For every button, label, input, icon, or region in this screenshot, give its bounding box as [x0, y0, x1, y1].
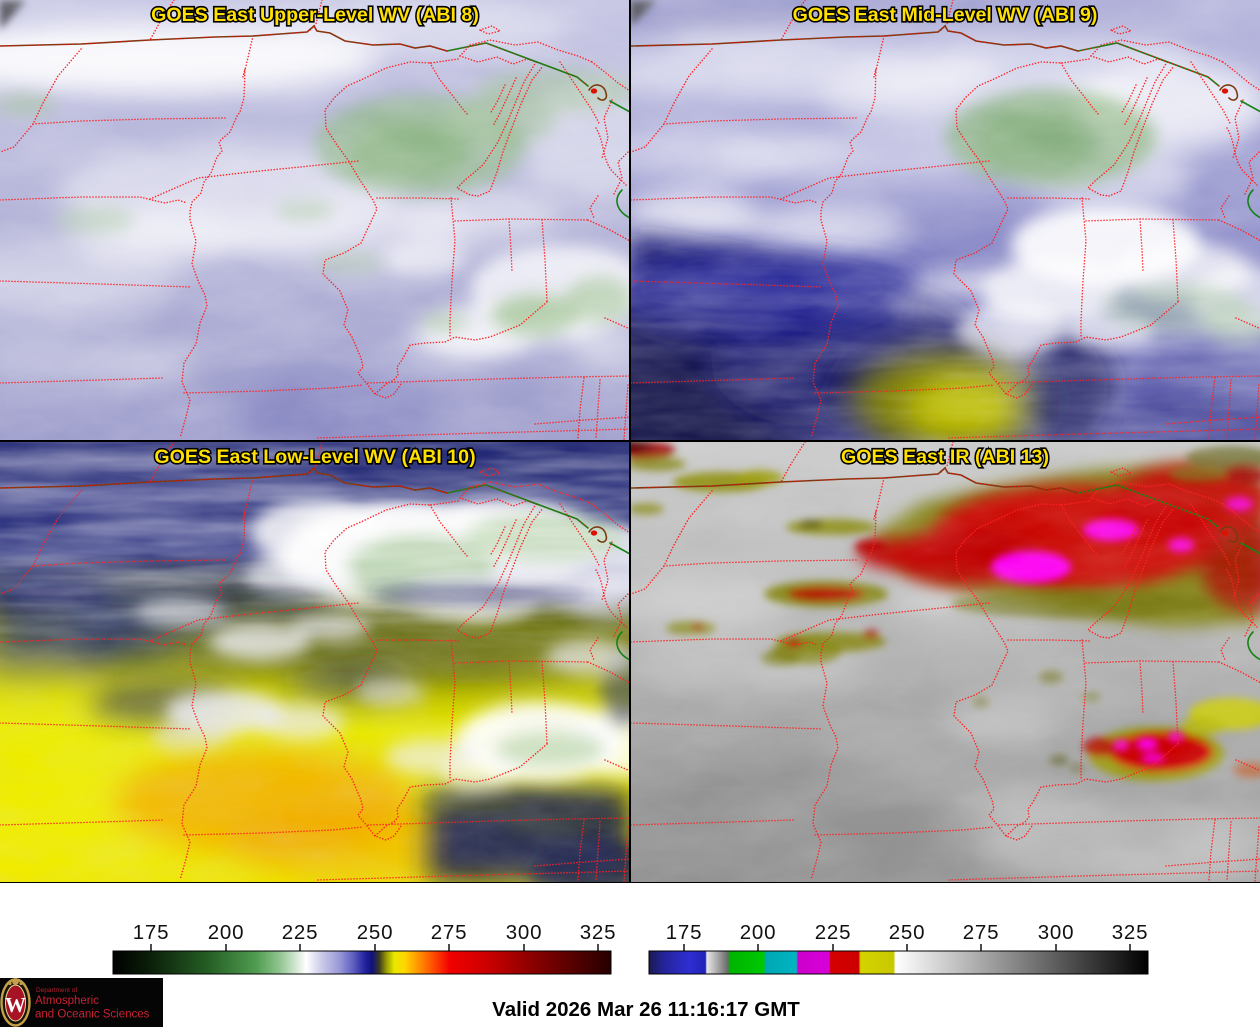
svg-text:175: 175: [133, 921, 170, 944]
svg-text:GOES East Mid-Level WV (ABI 9): GOES East Mid-Level WV (ABI 9): [793, 4, 1098, 26]
svg-text:275: 275: [963, 921, 1000, 944]
svg-text:225: 225: [815, 921, 852, 944]
svg-text:275: 275: [431, 921, 468, 944]
svg-text:Atmospheric: Atmospheric: [35, 995, 99, 1007]
svg-text:GOES East Upper-Level WV (ABI: GOES East Upper-Level WV (ABI 8): [151, 4, 479, 26]
svg-text:W: W: [5, 993, 26, 1017]
svg-text:300: 300: [1038, 921, 1075, 944]
svg-text:175: 175: [666, 921, 703, 944]
svg-text:Valid 2026 Mar 26 11:16:17 GMT: Valid 2026 Mar 26 11:16:17 GMT: [492, 998, 800, 1021]
svg-text:300: 300: [506, 921, 543, 944]
svg-text:325: 325: [1112, 921, 1149, 944]
svg-text:325: 325: [580, 921, 617, 944]
svg-text:GOES East Low-Level WV (ABI 10: GOES East Low-Level WV (ABI 10): [154, 446, 475, 468]
svg-text:200: 200: [740, 921, 777, 944]
svg-text:and Oceanic Sciences: and Oceanic Sciences: [35, 1009, 150, 1021]
svg-text:Department of: Department of: [36, 987, 77, 994]
svg-text:250: 250: [889, 921, 926, 944]
svg-text:200: 200: [208, 921, 245, 944]
svg-text:GOES East IR (ABI 13): GOES East IR (ABI 13): [841, 446, 1049, 468]
svg-text:250: 250: [357, 921, 394, 944]
svg-text:225: 225: [282, 921, 319, 944]
